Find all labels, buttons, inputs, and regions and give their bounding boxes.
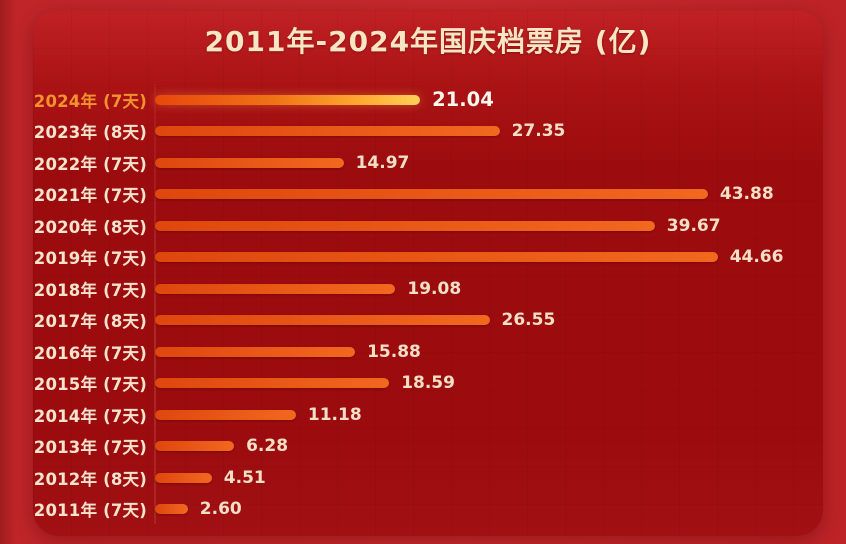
value-label: 11.18	[307, 404, 362, 425]
bar-row: 2018年 (7天) 19.08	[33, 273, 823, 305]
bar	[155, 504, 188, 515]
bar-row: 2016年 (7天) 15.88	[33, 336, 823, 368]
bar	[155, 126, 500, 137]
bar-track: 15.88	[155, 342, 823, 362]
category-label: 2011年 (7天)	[33, 501, 147, 521]
category-label: 2015年 (7天)	[33, 375, 147, 395]
bar	[155, 252, 718, 263]
category-label: 2022年 (7天)	[33, 154, 147, 174]
value-label: 19.08	[407, 278, 462, 299]
value-label: 18.59	[401, 373, 455, 394]
bar-track: 26.55	[155, 310, 823, 330]
category-label: 2014年 (7天)	[33, 406, 147, 426]
value-label: 27.35	[511, 121, 566, 142]
category-label: 2018年 (7天)	[33, 280, 147, 300]
bar-track: 21.04	[155, 88, 823, 111]
category-label: 2023年 (8天)	[33, 123, 147, 143]
bar	[155, 409, 296, 420]
axis-baseline	[154, 84, 156, 524]
value-label: 39.67	[666, 215, 721, 236]
bar-track: 27.35	[155, 121, 823, 141]
bar-track: 2.60	[155, 499, 823, 519]
bar	[155, 157, 344, 168]
bar-row: 2017年 (8天) 26.55	[33, 305, 823, 337]
category-label: 2019年 (7天)	[33, 249, 147, 269]
category-label: 2017年 (8天)	[33, 312, 147, 332]
bar-row: 2023年 (8天) 27.35	[33, 116, 823, 148]
bar	[155, 472, 212, 483]
bar	[155, 346, 356, 357]
bar-row: 2020年 (8天) 39.67	[33, 210, 823, 242]
value-label: 26.55	[501, 310, 556, 331]
bar	[155, 315, 490, 326]
value-label: 21.04	[432, 88, 494, 112]
bar-track: 39.67	[155, 216, 823, 236]
bar-track: 19.08	[155, 279, 823, 299]
bar-row: 2021年 (7天) 43.88	[33, 179, 823, 211]
bar-track: 4.51	[155, 468, 823, 488]
bar-track: 14.97	[155, 153, 823, 173]
value-label: 43.88	[719, 184, 774, 205]
bar-rows: 2024年 (7天) 21.04 2023年 (8天) 27.35 2022年 (7天)…	[33, 84, 823, 525]
chart-title: 2011年-2024年国庆档票房 (亿)	[204, 25, 652, 58]
category-label: 2012年 (8天)	[33, 469, 147, 489]
value-label: 14.97	[355, 152, 410, 173]
bar-track: 43.88	[155, 184, 823, 204]
bar	[155, 94, 421, 105]
bar-row: 2019年 (7天) 44.66	[33, 242, 823, 274]
category-label: 2024年 (7天)	[33, 91, 147, 111]
bar-row: 2012年 (8天) 4.51	[33, 462, 823, 494]
bar-row: 2014年 (7天) 11.18	[33, 399, 823, 431]
bar-row: 2013年 (7天) 6.28	[33, 431, 823, 463]
category-label: 2016年 (7天)	[33, 343, 147, 363]
bar	[155, 283, 396, 294]
bar	[155, 189, 708, 200]
bar	[155, 441, 235, 452]
value-label: 2.60	[199, 499, 242, 520]
bar-row: 2022年 (7天) 14.97	[33, 147, 823, 179]
bar-row: 2015年 (7天) 18.59	[33, 368, 823, 400]
value-label: 44.66	[729, 247, 784, 268]
bar	[155, 378, 390, 389]
category-label: 2020年 (8天)	[33, 217, 147, 237]
bar-track: 18.59	[155, 373, 823, 393]
bar-row: 2024年 (7天) 21.04	[33, 84, 823, 116]
value-label: 15.88	[367, 341, 421, 362]
bar-track: 11.18	[155, 405, 823, 425]
category-label: 2021年 (7天)	[33, 186, 147, 206]
category-label: 2013年 (7天)	[33, 438, 147, 458]
bar-track: 44.66	[155, 247, 823, 267]
value-label: 4.51	[223, 467, 266, 488]
bar-row: 2011年 (7天) 2.60	[33, 494, 823, 526]
bar-track: 6.28	[155, 436, 823, 456]
chart-panel: 2011年-2024年国庆档票房 (亿) 2024年 (7天) 21.04 2023…	[33, 10, 823, 536]
bar	[155, 220, 655, 231]
value-label: 6.28	[246, 436, 289, 457]
